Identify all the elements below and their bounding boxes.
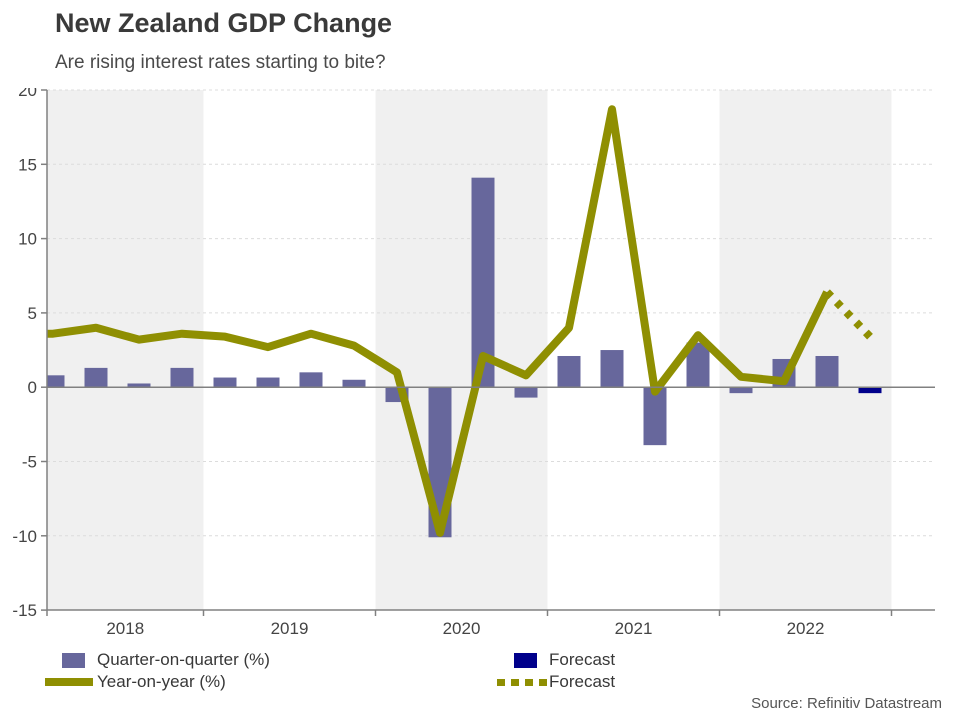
forecast-line-swatch-icon [497,678,547,686]
y-axis-label: -10 [12,527,37,546]
y-axis-label: 10 [18,230,37,249]
qoq-bar [127,383,151,388]
qoq-bar [84,367,108,388]
x-axis-label: 2022 [787,619,825,638]
qoq-bar [256,377,280,388]
yoy-line [47,105,831,537]
page-title: New Zealand GDP Change [55,8,393,38]
legend-item-forecast-bar: Forecast [497,650,615,670]
chart-legend: Quarter-on-quarter (%) Forecast Year-on-… [45,649,615,693]
yoy-swatch-icon [45,678,93,686]
gdp-chart: 20 15 10 5 0 -5 -10 -15 2018 2019 2020 2021 2022 [12,88,935,638]
legend-label-forecast-bar: Forecast [549,650,616,669]
year-band [375,90,548,610]
qoq-bar [643,387,667,446]
x-axis-label: 2021 [615,619,653,638]
qoq-bar [471,177,495,388]
legend-item-forecast-line: Forecast [497,672,615,692]
legend-label-forecast-line: Forecast [549,672,616,691]
qoq-bar [342,379,366,388]
plot-area [47,105,882,538]
year-band [47,90,204,610]
qoq-bar [600,350,624,388]
forecast-bar [858,387,882,394]
y-axis-label: 20 [18,88,37,100]
qoq-bar [729,387,753,394]
legend-label-yoy: Year-on-year (%) [97,672,226,691]
qoq-bar [514,387,538,398]
y-axis-label: -5 [22,453,37,472]
qoq-bar [170,367,194,388]
source-credit: Source: Refinitiv Datastream [751,695,942,712]
legend-item-qoq: Quarter-on-quarter (%) [45,650,497,670]
qoq-swatch-icon [62,652,85,668]
qoq-bar [557,355,581,388]
x-axis-label: 2019 [271,619,309,638]
x-axis-label: 2020 [443,619,481,638]
year-band [719,90,892,610]
qoq-bar [686,342,710,388]
forecast-bar-swatch-icon [514,652,537,668]
y-axis-label: -15 [12,601,37,620]
qoq-bar [213,377,237,388]
x-axis-label: 2018 [106,619,144,638]
y-axis-label: 0 [28,378,37,397]
forecast-dotted-line [824,289,873,340]
legend-label-qoq: Quarter-on-quarter (%) [97,650,270,669]
y-axis-label: 5 [28,304,37,323]
qoq-bar [815,355,839,388]
legend-item-yoy: Year-on-year (%) [45,672,497,692]
page-subtitle: Are rising interest rates starting to bi… [55,52,386,73]
qoq-bar [299,372,323,388]
y-axis-label: 15 [18,155,37,174]
qoq-bar [47,375,65,388]
